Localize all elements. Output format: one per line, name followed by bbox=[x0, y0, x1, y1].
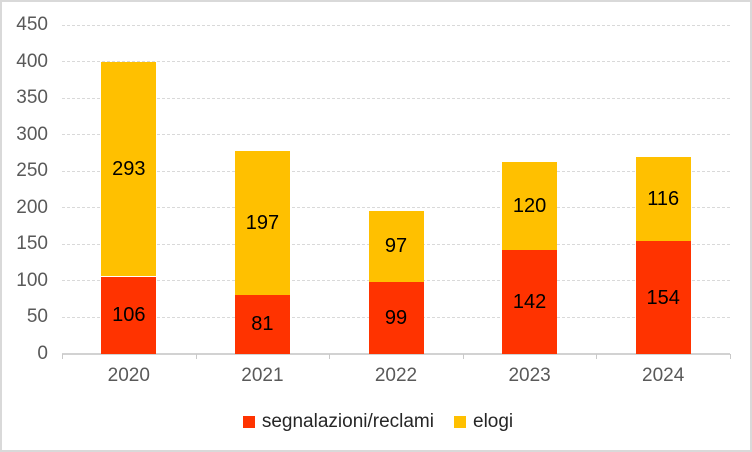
x-axis-tick bbox=[329, 354, 331, 359]
x-axis-tick bbox=[195, 354, 197, 359]
bar-segment-segnalazioni-reclami bbox=[234, 294, 290, 354]
bar-data-label: 99 bbox=[384, 306, 408, 329]
bar-segment-segnalazioni-reclami bbox=[502, 250, 558, 354]
x-axis-category-label: 2021 bbox=[241, 365, 284, 386]
legend-item-elogi: elogi bbox=[454, 411, 513, 433]
x-axis-tick bbox=[730, 354, 731, 359]
y-axis-tick-label: 450 bbox=[16, 14, 48, 35]
chart-legend: segnalazioni/reclami elogi bbox=[2, 408, 750, 436]
gridline bbox=[62, 134, 730, 136]
y-axis-tick-label: 350 bbox=[16, 87, 48, 109]
y-axis-tick-label: 400 bbox=[16, 50, 48, 72]
bar-data-label: 293 bbox=[112, 158, 146, 181]
bar-segment-elogi bbox=[368, 210, 424, 282]
legend-swatch-icon bbox=[242, 416, 255, 428]
bar-segment-segnalazioni-reclami bbox=[635, 241, 691, 354]
bar-segment-elogi bbox=[635, 156, 691, 242]
x-axis-category-label: 2023 bbox=[508, 365, 551, 386]
gridline bbox=[62, 24, 730, 26]
gridline bbox=[62, 170, 730, 172]
bar-data-label: 197 bbox=[245, 211, 280, 234]
y-axis-tick-label: 250 bbox=[16, 160, 48, 182]
legend-item-segnalazioni-reclami: segnalazioni/reclami bbox=[242, 411, 434, 433]
bar-data-label: 106 bbox=[112, 304, 146, 327]
y-axis-tick-label: 200 bbox=[16, 196, 48, 218]
gridline bbox=[62, 61, 730, 63]
bar-segment-elogi bbox=[502, 162, 558, 251]
legend-label: elogi bbox=[473, 411, 514, 432]
y-axis-tick-label: 150 bbox=[16, 233, 48, 255]
legend-swatch-icon bbox=[454, 416, 466, 428]
x-axis-tick bbox=[462, 354, 464, 359]
x-axis-line bbox=[62, 353, 730, 355]
x-axis-category-label: 2020 bbox=[107, 365, 150, 386]
bar-data-label: 120 bbox=[512, 195, 547, 218]
legend-label: segnalazioni/reclami bbox=[261, 411, 434, 432]
gridline bbox=[62, 97, 730, 99]
y-axis-tick-label: 300 bbox=[16, 123, 48, 145]
bar-data-label: 97 bbox=[384, 235, 408, 258]
x-axis-category-label: 2024 bbox=[642, 365, 685, 386]
y-axis-tick-label: 0 bbox=[37, 343, 48, 364]
y-axis-tick-label: 50 bbox=[26, 306, 48, 328]
bar-data-label: 142 bbox=[512, 291, 547, 314]
bar-segment-segnalazioni-reclami bbox=[101, 276, 157, 354]
bar-segment-elogi bbox=[101, 62, 157, 277]
x-axis-tick bbox=[62, 354, 63, 359]
x-axis-tick bbox=[596, 354, 598, 359]
y-axis-tick-label: 100 bbox=[16, 269, 48, 291]
bar-data-label: 154 bbox=[646, 286, 680, 309]
bar-data-label: 81 bbox=[251, 313, 274, 336]
gridline bbox=[62, 207, 730, 209]
bar-data-label: 116 bbox=[647, 188, 680, 210]
bar-segment-segnalazioni-reclami bbox=[368, 281, 424, 354]
x-axis-category-label: 2022 bbox=[374, 365, 418, 386]
bar-segment-elogi bbox=[234, 150, 290, 295]
